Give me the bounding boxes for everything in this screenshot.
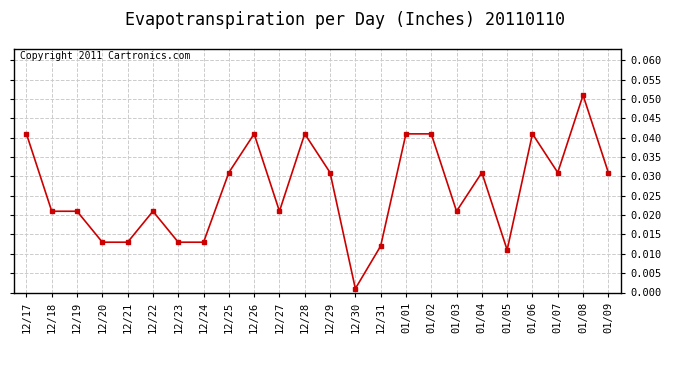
Text: Evapotranspiration per Day (Inches) 20110110: Evapotranspiration per Day (Inches) 2011… xyxy=(125,11,565,29)
Text: Copyright 2011 Cartronics.com: Copyright 2011 Cartronics.com xyxy=(20,51,190,61)
